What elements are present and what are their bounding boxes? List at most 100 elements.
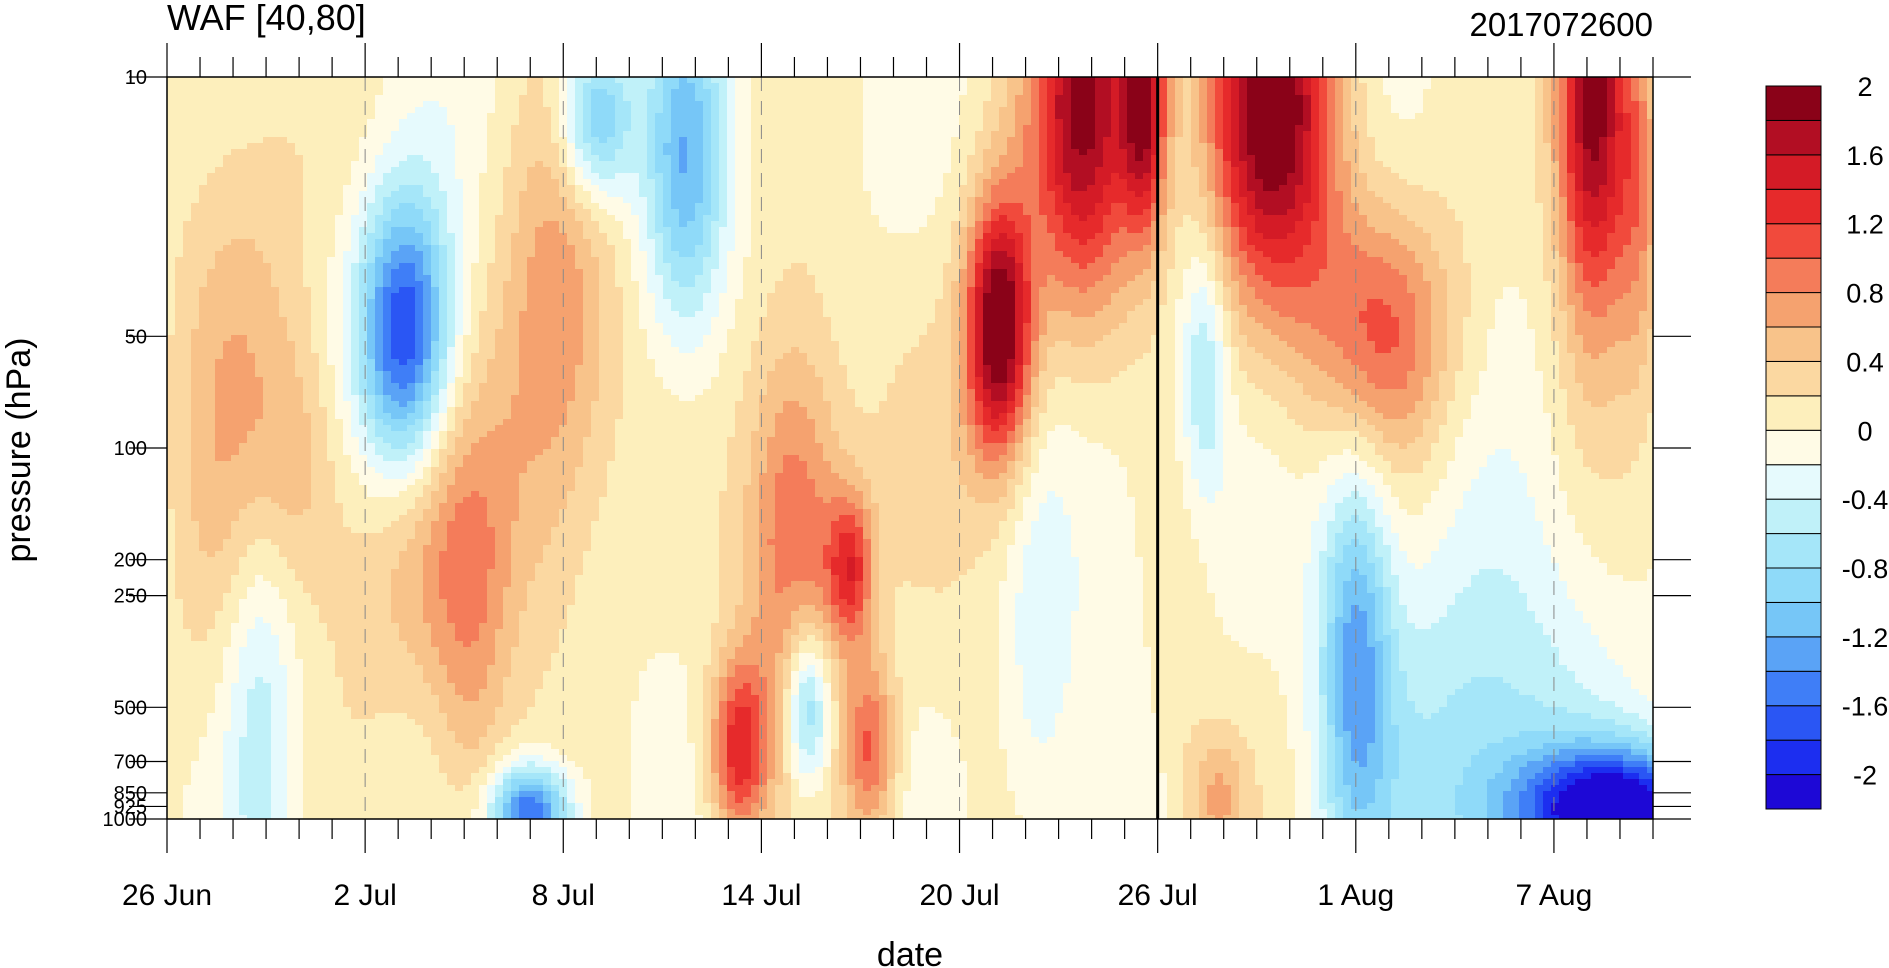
contour-cell bbox=[1615, 149, 1624, 156]
contour-cell bbox=[1039, 143, 1048, 150]
contour-cell bbox=[1431, 125, 1440, 132]
contour-cell bbox=[1431, 221, 1440, 228]
contour-cell bbox=[951, 203, 960, 210]
contour-cell bbox=[1263, 95, 1272, 102]
contour-cell bbox=[279, 137, 288, 144]
contour-cell bbox=[791, 179, 800, 186]
contour-cell bbox=[847, 107, 856, 114]
contour-cell bbox=[607, 215, 616, 222]
contour-cell bbox=[471, 77, 480, 84]
contour-cell bbox=[471, 179, 480, 186]
contour-cell bbox=[527, 203, 536, 210]
contour-cell bbox=[1583, 143, 1592, 150]
contour-cell bbox=[1335, 173, 1344, 180]
contour-cell bbox=[1271, 227, 1280, 234]
contour-cell bbox=[743, 191, 752, 198]
contour-cell bbox=[215, 209, 224, 216]
contour-cell bbox=[455, 185, 464, 192]
contour-cell bbox=[391, 143, 400, 150]
contour-cell bbox=[1615, 101, 1624, 108]
contour-cell bbox=[1559, 119, 1568, 126]
contour-cell bbox=[543, 155, 552, 162]
contour-cell bbox=[183, 191, 192, 198]
contour-cell bbox=[1015, 221, 1024, 228]
contour-cell bbox=[767, 149, 776, 156]
contour-cell bbox=[783, 179, 792, 186]
contour-cell bbox=[1207, 89, 1216, 96]
contour-cell bbox=[967, 119, 976, 126]
contour-cell bbox=[1439, 197, 1448, 204]
contour-cell bbox=[983, 203, 992, 210]
contour-cell bbox=[1519, 167, 1528, 174]
contour-cell bbox=[599, 173, 608, 180]
contour-cell bbox=[543, 191, 552, 198]
contour-cell bbox=[415, 203, 424, 210]
contour-cell bbox=[415, 119, 424, 126]
contour-cell bbox=[1063, 83, 1072, 90]
contour-cell bbox=[1383, 197, 1392, 204]
contour-cell bbox=[631, 143, 640, 150]
contour-cell bbox=[535, 167, 544, 174]
contour-cell bbox=[951, 125, 960, 132]
contour-cell bbox=[839, 107, 848, 114]
contour-cell bbox=[1151, 203, 1160, 210]
contour-cell bbox=[823, 203, 832, 210]
contour-cell bbox=[487, 149, 496, 156]
contour-cell bbox=[343, 215, 352, 222]
contour-cell bbox=[1599, 203, 1608, 210]
contour-cell bbox=[527, 95, 536, 102]
contour-cell bbox=[951, 179, 960, 186]
contour-cell bbox=[767, 101, 776, 108]
contour-cell bbox=[1591, 107, 1600, 114]
contour-cell bbox=[735, 173, 744, 180]
contour-cell bbox=[1543, 215, 1552, 222]
contour-cell bbox=[1135, 143, 1144, 150]
contour-cell bbox=[583, 179, 592, 186]
contour-cell bbox=[1215, 149, 1224, 156]
contour-cell bbox=[775, 107, 784, 114]
contour-cell bbox=[735, 77, 744, 84]
contour-cell bbox=[623, 167, 632, 174]
contour-cell bbox=[1087, 203, 1096, 210]
contour-cell bbox=[1063, 155, 1072, 162]
contour-cell bbox=[567, 155, 576, 162]
contour-cell bbox=[1135, 83, 1144, 90]
contour-cell bbox=[887, 215, 896, 222]
contour-cell bbox=[759, 191, 768, 198]
contour-cell bbox=[1647, 131, 1653, 138]
contour-cell bbox=[1527, 173, 1536, 180]
contour-cell bbox=[1127, 161, 1136, 168]
contour-cell bbox=[1151, 221, 1160, 228]
contour-cell bbox=[1191, 203, 1200, 210]
contour-cell bbox=[759, 77, 768, 84]
contour-cell bbox=[903, 137, 912, 144]
contour-cell bbox=[615, 167, 624, 174]
contour-cell bbox=[1095, 179, 1104, 186]
contour-cell bbox=[447, 185, 456, 192]
contour-cell bbox=[1047, 221, 1056, 228]
contour-cell bbox=[871, 131, 880, 138]
contour-cell bbox=[1055, 113, 1064, 120]
contour-cell bbox=[1343, 227, 1352, 234]
contour-cell bbox=[503, 131, 512, 138]
contour-cell bbox=[695, 203, 704, 210]
contour-cell bbox=[1055, 89, 1064, 96]
contour-cell bbox=[487, 167, 496, 174]
contour-cell bbox=[247, 203, 256, 210]
contour-cell bbox=[1159, 203, 1168, 210]
contour-cell bbox=[1159, 101, 1168, 108]
contour-cell bbox=[871, 83, 880, 90]
contour-cell bbox=[279, 191, 288, 198]
contour-cell bbox=[1487, 197, 1496, 204]
contour-cell bbox=[1591, 161, 1600, 168]
contour-cell bbox=[1335, 233, 1344, 240]
contour-cell bbox=[567, 167, 576, 174]
contour-cell bbox=[191, 209, 200, 216]
contour-cell bbox=[1447, 221, 1456, 228]
contour-cell bbox=[943, 89, 952, 96]
contour-cell bbox=[463, 119, 472, 126]
contour-cell bbox=[479, 197, 488, 204]
contour-cell bbox=[535, 119, 544, 126]
contour-cell bbox=[1103, 215, 1112, 222]
contour-cell bbox=[887, 179, 896, 186]
